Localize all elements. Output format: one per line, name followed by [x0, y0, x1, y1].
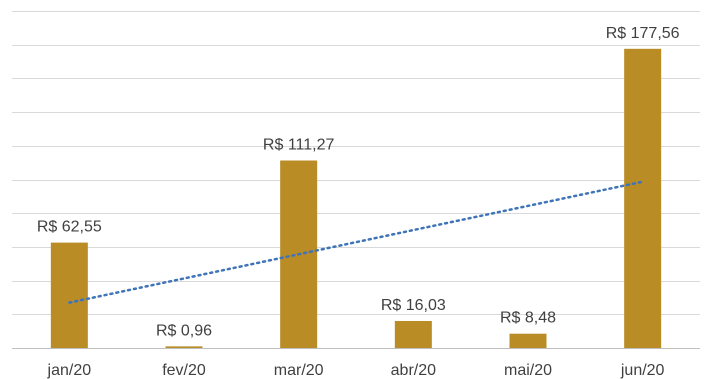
- x-tick-label: mar/20: [274, 362, 324, 379]
- bar-jun-20: [624, 48, 662, 348]
- x-tick-label: jun/20: [620, 362, 665, 379]
- data-label: R$ 16,03: [381, 297, 446, 314]
- data-label: R$ 111,27: [263, 137, 335, 154]
- x-tick-label: mai/20: [504, 362, 552, 379]
- data-labels: R$ 62,55 R$ 0,96 R$ 111,27 R$ 16,03 R$ 8,48 R…: [37, 25, 680, 340]
- bar-abr-20: [394, 320, 432, 348]
- x-tick-label: fev/20: [162, 362, 206, 379]
- data-label: R$ 177,56: [606, 25, 680, 42]
- bars: [50, 48, 662, 348]
- trendline: [68, 180, 644, 304]
- bar-jan-20: [50, 242, 88, 348]
- gridlines: [12, 11, 700, 349]
- bar-mai-20: [509, 333, 547, 348]
- x-tick-label: abr/20: [391, 362, 436, 379]
- data-label: R$ 8,48: [500, 310, 556, 327]
- x-tick-label: jan/20: [47, 362, 92, 379]
- x-axis-ticks: jan/20 fev/20 mar/20 abr/20 mai/20 jun/20: [47, 362, 665, 379]
- bar-fev-20: [165, 346, 203, 348]
- linear-trendline: [68, 180, 644, 304]
- data-label: R$ 0,96: [156, 322, 212, 339]
- data-label: R$ 62,55: [37, 219, 102, 236]
